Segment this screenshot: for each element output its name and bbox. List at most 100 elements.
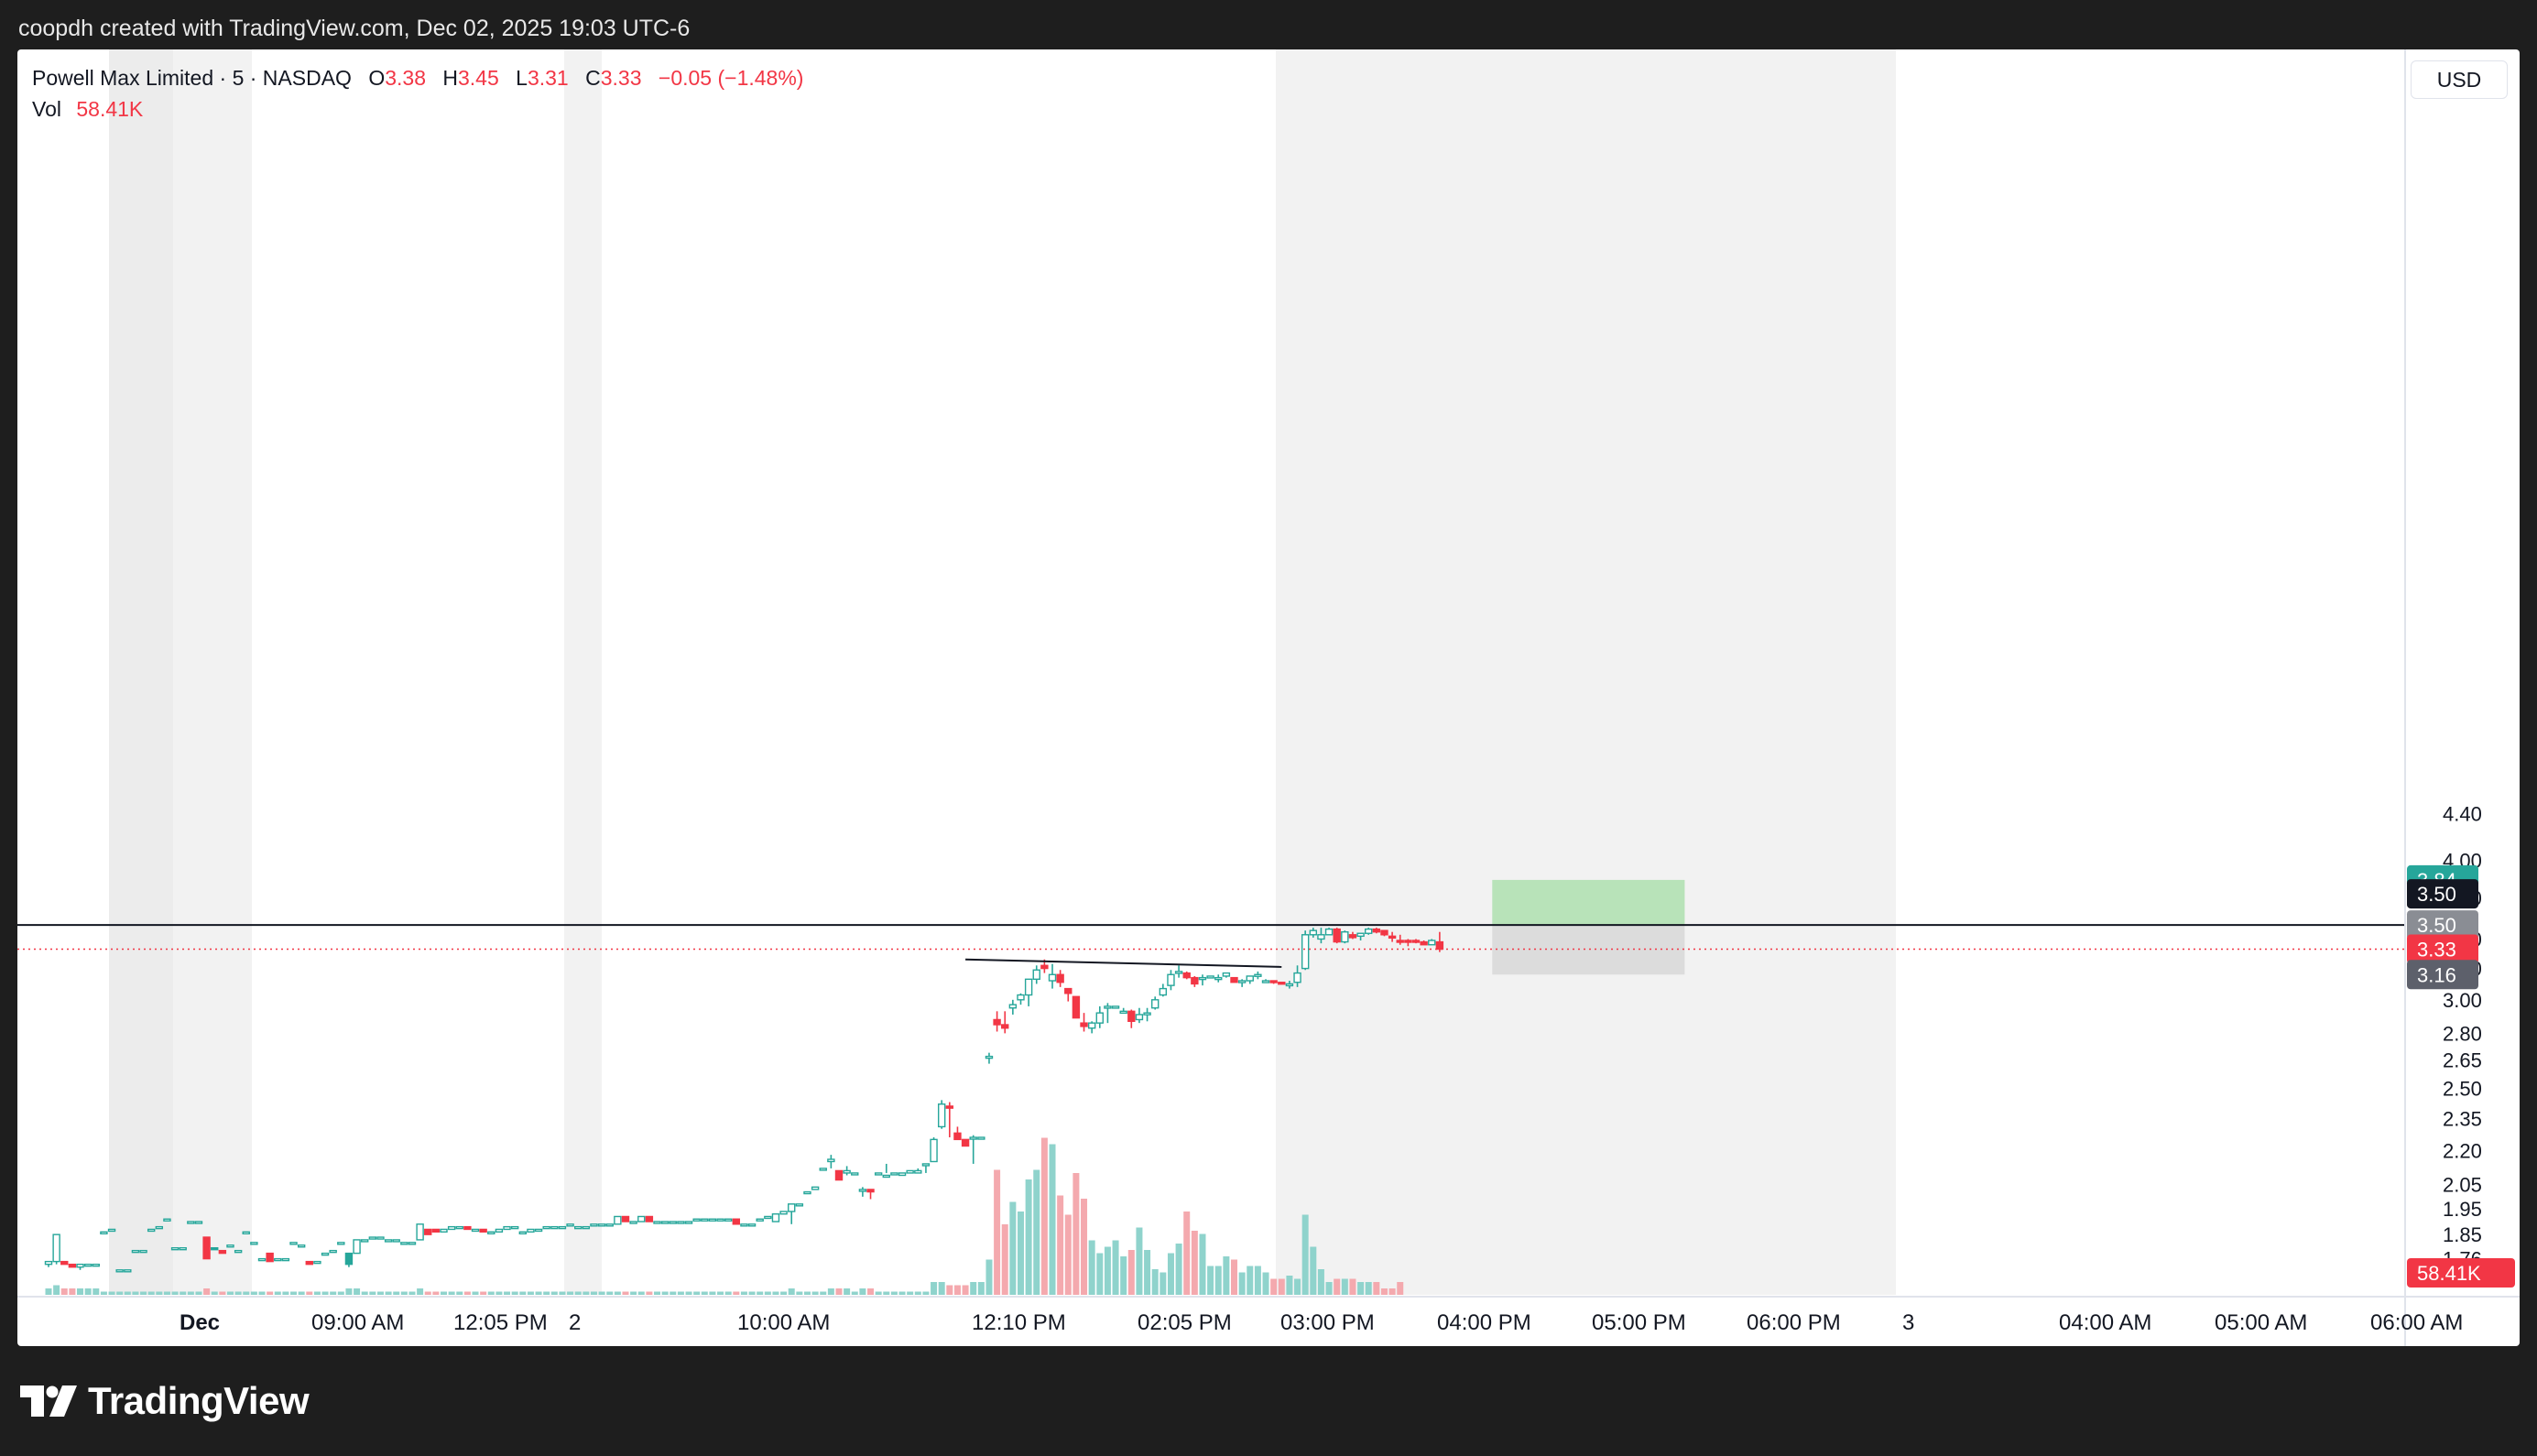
- volume-bar: [985, 1259, 993, 1295]
- candle-body: [321, 1252, 330, 1256]
- candle: [455, 1225, 463, 1230]
- price-tick-label: 2.50: [2443, 1077, 2482, 1100]
- candle-body: [534, 1228, 543, 1233]
- candle-body: [827, 1158, 835, 1163]
- candle-body: [1167, 973, 1175, 986]
- candle-body: [1104, 1005, 1112, 1009]
- candle-body: [1230, 976, 1238, 983]
- volume-bar: [306, 1291, 313, 1295]
- volume-bar: [385, 1291, 392, 1295]
- candle-body: [416, 1223, 424, 1241]
- candle-body: [795, 1203, 804, 1207]
- candle-body: [1040, 964, 1049, 970]
- candle-body: [202, 1236, 211, 1260]
- price-badge-stop: 3.16: [2407, 960, 2478, 990]
- volume-bar: [243, 1291, 250, 1295]
- volume-bar: [922, 1291, 930, 1295]
- candle: [677, 1221, 685, 1224]
- volume-bar: [108, 1291, 115, 1295]
- volume-bar: [187, 1291, 194, 1295]
- volume-bar: [614, 1291, 621, 1295]
- candle: [724, 1218, 733, 1222]
- price-badge-bg: [2407, 910, 2478, 940]
- price-tick-label: 2.80: [2443, 1022, 2482, 1045]
- volume-bar: [827, 1288, 834, 1295]
- volume-bar: [859, 1288, 866, 1295]
- candle: [313, 1260, 321, 1265]
- candle-body: [1080, 1022, 1088, 1027]
- candle: [440, 1228, 448, 1233]
- candle: [1198, 974, 1207, 986]
- symbol-name[interactable]: Powell Max Limited · 5 · NASDAQ: [32, 66, 352, 90]
- price-chart[interactable]: 1.761.851.952.052.202.352.502.652.803.00…: [17, 49, 2520, 1346]
- volume-bar: [511, 1291, 518, 1295]
- volume-bar: [408, 1291, 416, 1295]
- candle: [1278, 982, 1286, 985]
- candle-body: [1420, 940, 1428, 946]
- candle: [1380, 929, 1388, 937]
- close-value: 3.33: [600, 66, 642, 90]
- candle-body: [187, 1221, 195, 1224]
- candle-body: [1388, 935, 1397, 940]
- candle: [147, 1228, 156, 1233]
- candle: [329, 1249, 337, 1254]
- price-tick-label: 4.40: [2443, 803, 2482, 826]
- candle: [764, 1215, 772, 1220]
- candle: [558, 1225, 567, 1230]
- candle-body: [906, 1169, 914, 1174]
- candle: [906, 1169, 914, 1174]
- candle-body: [771, 1213, 780, 1222]
- candle: [637, 1215, 646, 1222]
- volume-bar: [740, 1291, 747, 1295]
- candle: [416, 1223, 424, 1241]
- candle: [1435, 931, 1444, 952]
- candle: [653, 1221, 661, 1224]
- volume-bar: [630, 1291, 637, 1295]
- volume-bar: [400, 1291, 408, 1295]
- candle: [44, 1260, 53, 1267]
- candle-body: [985, 1055, 994, 1059]
- candle-body: [1254, 973, 1262, 977]
- currency-button[interactable]: USD: [2411, 60, 2508, 99]
- candle: [487, 1231, 495, 1235]
- candle-body: [1017, 994, 1025, 1001]
- candle-body: [677, 1221, 685, 1224]
- candle-body: [961, 1138, 970, 1147]
- price-tick-label: 2.05: [2443, 1174, 2482, 1197]
- candle: [1324, 928, 1334, 936]
- high-label: H: [442, 66, 458, 90]
- candle-body: [740, 1223, 748, 1227]
- time-tick-label: 12:05 PM: [453, 1310, 548, 1335]
- candle: [52, 1233, 60, 1265]
- candle: [1309, 928, 1318, 938]
- volume-bar: [1112, 1240, 1119, 1295]
- candle: [60, 1260, 69, 1266]
- candle-body: [747, 1223, 757, 1227]
- candle-body: [1411, 940, 1421, 943]
- price-tick-label: 2.65: [2443, 1049, 2482, 1072]
- candle-body: [400, 1242, 408, 1245]
- candle-body: [542, 1225, 550, 1230]
- candle: [510, 1225, 519, 1230]
- volume-badge-label: 58.41K: [2417, 1262, 2481, 1285]
- volume-bar: [345, 1288, 353, 1295]
- candle: [1072, 995, 1081, 1019]
- candle-body: [669, 1221, 677, 1224]
- price-badge-neutral: 3.50: [2407, 910, 2478, 940]
- volume-bar: [495, 1291, 503, 1295]
- volume-bar: [393, 1291, 400, 1295]
- volume-bar: [654, 1291, 661, 1295]
- volume-bar: [487, 1291, 495, 1295]
- candle-body: [834, 1169, 844, 1181]
- candle-body: [930, 1138, 938, 1163]
- candle-body: [756, 1218, 764, 1222]
- candle-body: [305, 1260, 313, 1266]
- volume-bar: [820, 1291, 827, 1295]
- volume-bar: [788, 1288, 795, 1295]
- candle-body: [368, 1236, 377, 1240]
- candle-body: [1246, 975, 1254, 982]
- candle-body: [708, 1218, 717, 1222]
- price-tick-label: 1.95: [2443, 1198, 2482, 1221]
- candle-body: [503, 1225, 511, 1231]
- candle: [621, 1215, 630, 1222]
